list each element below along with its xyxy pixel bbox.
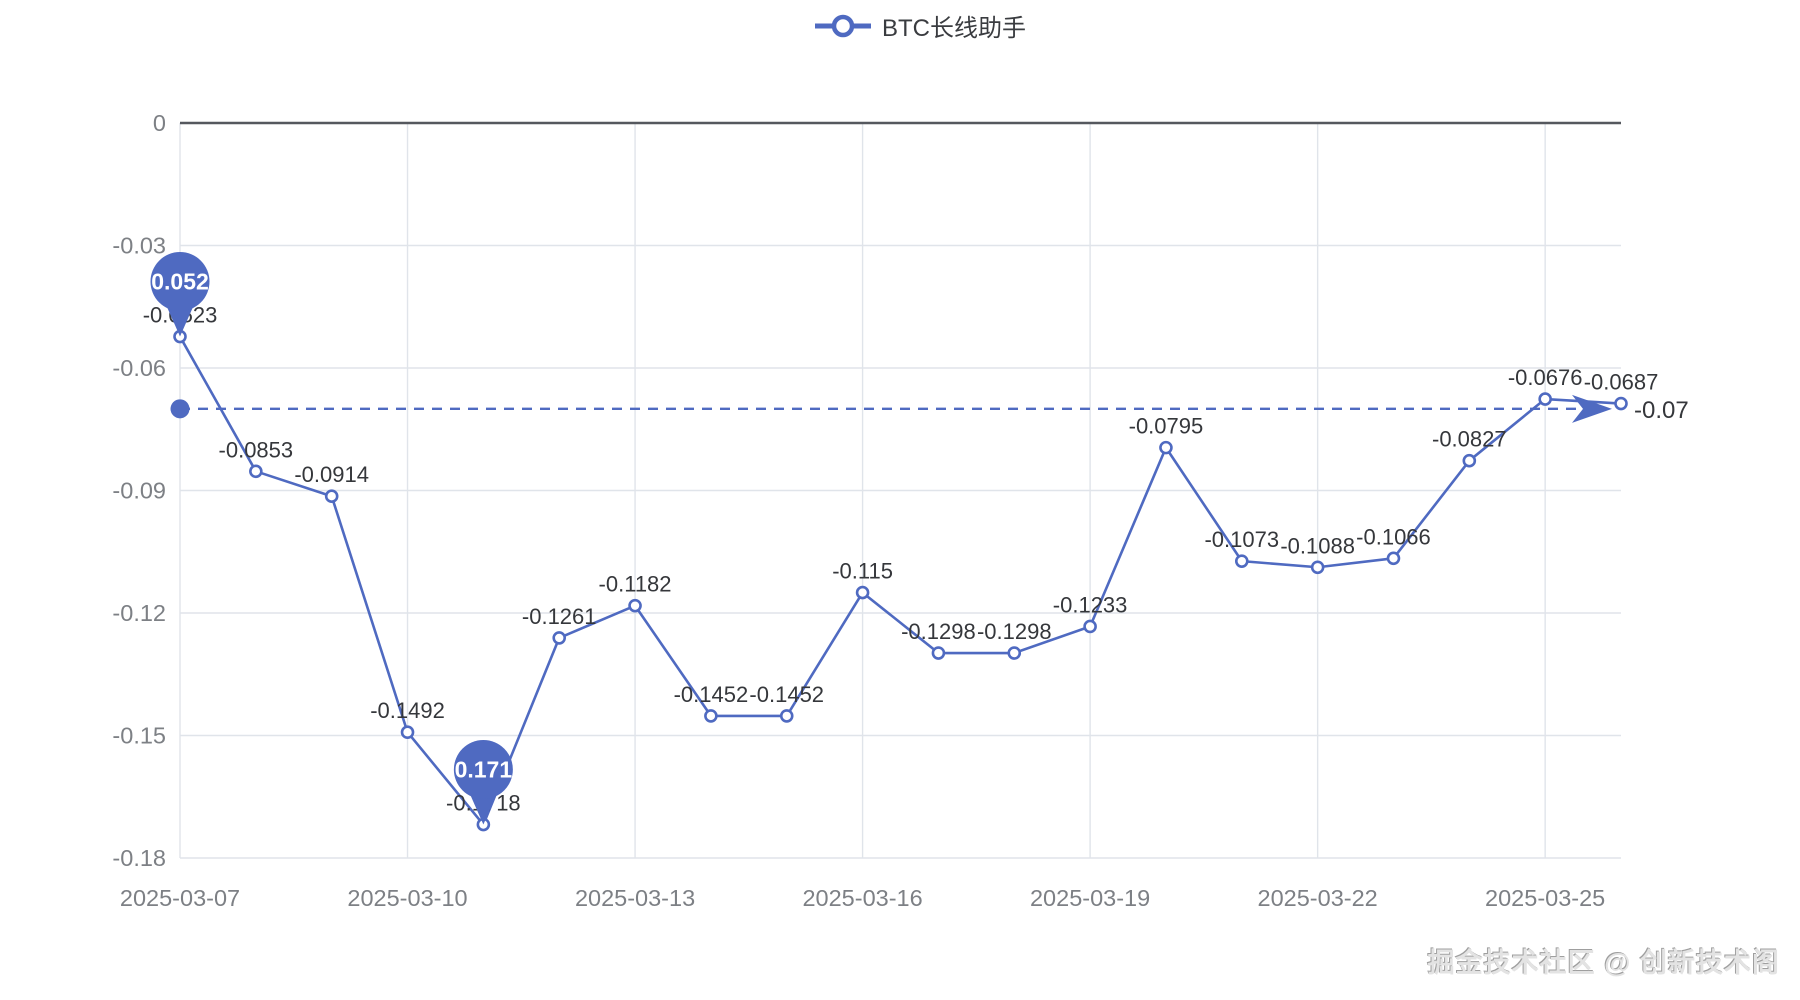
data-point-marker[interactable]: [1083, 619, 1097, 634]
pin-balloon: [453, 740, 513, 800]
data-point-label: -0.1066: [1356, 524, 1431, 549]
x-tick-label: 2025-03-13: [575, 885, 695, 911]
data-point-label: -0.1088: [1280, 533, 1355, 558]
data-point-marker[interactable]: [1462, 453, 1477, 468]
legend-label: BTC长线助手: [882, 15, 1026, 42]
data-point-label: -0.0676: [1508, 365, 1583, 390]
data-point-label: -0.0795: [1129, 414, 1204, 439]
data-point-marker[interactable]: [1614, 396, 1628, 411]
y-tick-label: -0.06: [112, 355, 166, 381]
data-point-label: -0.1492: [370, 698, 445, 723]
data-point-marker[interactable]: [249, 464, 263, 479]
data-point-label: -0.1233: [1053, 592, 1128, 617]
data-point-marker[interactable]: [779, 709, 794, 723]
data-point-marker[interactable]: [704, 709, 718, 723]
x-tick-label: 2025-03-25: [1485, 885, 1605, 911]
data-point-marker[interactable]: [855, 585, 870, 600]
data-point-label: -0.1182: [599, 572, 672, 597]
data-point-marker[interactable]: [400, 725, 415, 740]
data-point-marker[interactable]: [1159, 440, 1173, 455]
data-point-marker[interactable]: [324, 489, 339, 504]
data-point-marker[interactable]: [628, 598, 642, 613]
y-tick-label: -0.18: [112, 845, 166, 871]
series-line: [178, 335, 1622, 826]
markline-arrow-icon: [1572, 394, 1612, 423]
pin-label: 0.171: [455, 757, 513, 783]
pin-balloon: [150, 252, 210, 312]
pin-tail: [468, 790, 499, 825]
data-point-marker[interactable]: [1310, 560, 1325, 575]
data-point-marker[interactable]: [1386, 551, 1401, 566]
data-point-label: -0.0827: [1432, 427, 1507, 452]
x-tick-label: 2025-03-16: [802, 885, 922, 911]
y-tick-label: -0.15: [112, 723, 166, 749]
y-tick-label: -0.12: [112, 600, 166, 626]
data-point-label: -0.1261: [522, 604, 597, 629]
x-tick-label: 2025-03-19: [1030, 885, 1150, 911]
x-tick-label: 2025-03-10: [347, 885, 467, 911]
data-point-label: -0.1073: [1204, 527, 1279, 552]
data-point-label: -0.1298: [977, 619, 1052, 644]
data-point-marker[interactable]: [552, 631, 567, 645]
markline-label: -0.07: [1634, 397, 1689, 424]
watermark-text: 掘金技术社区 @ 创新技术阁: [1427, 948, 1780, 978]
data-point-label: -0.115: [832, 559, 893, 584]
y-tick-label: 0: [153, 110, 166, 136]
min-pin-marker: 0.171: [453, 740, 513, 825]
data-point-label: -0.1298: [901, 619, 976, 644]
data-point-label: -0.0914: [294, 462, 369, 487]
x-tick-label: 2025-03-07: [120, 885, 240, 911]
pin-tail: [165, 302, 195, 337]
y-tick-label: -0.09: [112, 478, 166, 504]
data-point-label: -0.1452: [749, 682, 824, 707]
y-tick-label: -0.03: [112, 233, 166, 259]
max-pin-marker: 0.052: [150, 252, 210, 337]
data-point-marker[interactable]: [931, 646, 946, 660]
x-tick-label: 2025-03-22: [1258, 885, 1378, 911]
markline-start-dot: [170, 399, 190, 419]
data-point-marker[interactable]: [1234, 554, 1249, 568]
data-point-marker[interactable]: [1538, 392, 1552, 406]
data-point-label: -0.0687: [1584, 370, 1659, 395]
legend-item-btc[interactable]: BTC长线助手: [814, 8, 1026, 43]
data-point-label: -0.0853: [219, 437, 294, 462]
data-point-marker[interactable]: [1007, 646, 1022, 660]
legend-line-circle-icon: [815, 14, 871, 37]
data-point-label: -0.1452: [674, 682, 749, 707]
pin-label: 0.052: [151, 269, 209, 295]
